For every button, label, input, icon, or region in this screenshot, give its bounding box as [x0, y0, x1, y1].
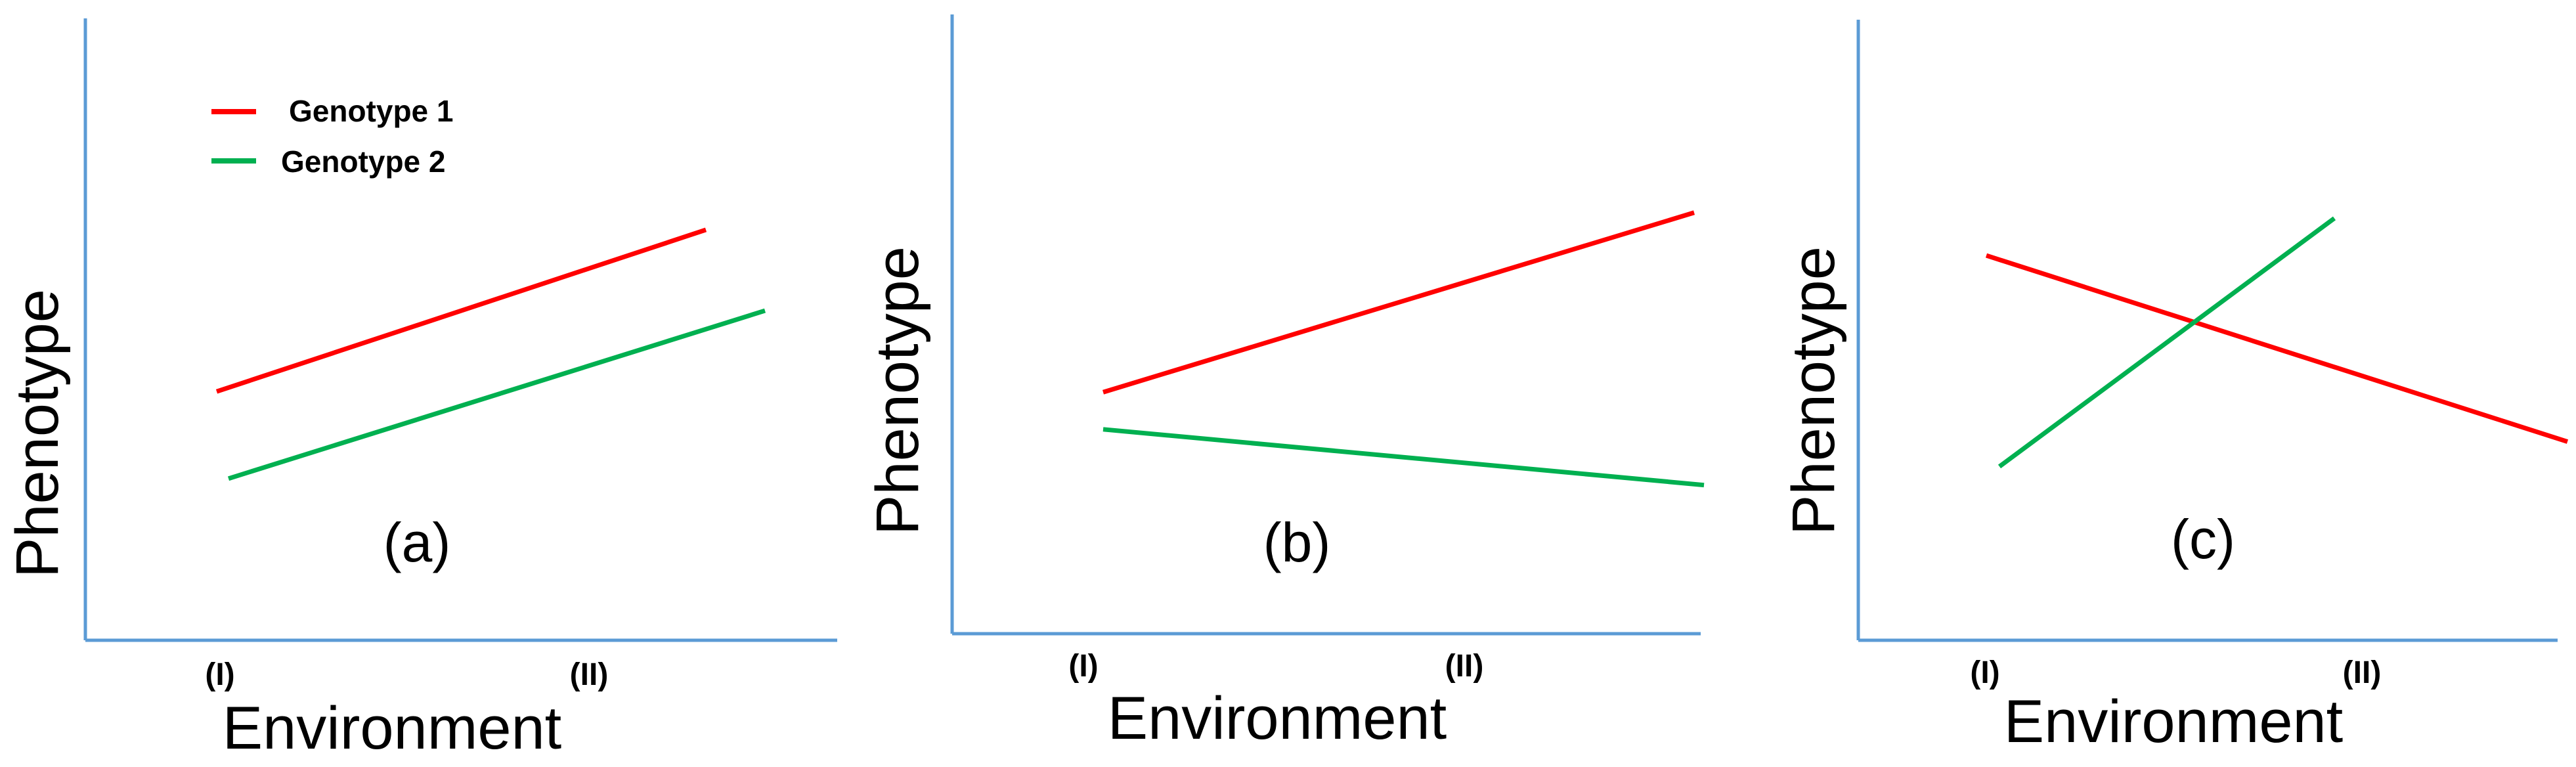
- x-axis-label: Environment: [223, 695, 561, 762]
- legend-label-genotype-2: Genotype 2: [281, 144, 446, 179]
- y-axis-label: Phenotype: [4, 289, 71, 578]
- y-axis-label: Phenotype: [1780, 246, 1847, 535]
- x-tick-label-1: (I): [1068, 649, 1098, 684]
- panel-label: (b): [1263, 512, 1331, 573]
- series-line-genotype-2: [227, 308, 766, 481]
- series-lines: [1102, 210, 1705, 488]
- panel-c: Phenotype Environment (I) (II) (c): [1780, 20, 2569, 755]
- panel-label: (c): [2171, 508, 2235, 570]
- x-axis-label: Environment: [1108, 685, 1447, 752]
- series-lines: [215, 227, 766, 481]
- x-tick-label-2: (II): [1445, 649, 1484, 684]
- series-line-genotype-2: [1997, 216, 2336, 469]
- x-axis-label: Environment: [2004, 688, 2343, 755]
- y-axis-label: Phenotype: [864, 246, 931, 535]
- series-line-genotype-1: [1102, 210, 1695, 395]
- legend: Genotype 1 Genotype 2: [211, 94, 454, 179]
- series-lines: [1985, 216, 2569, 469]
- x-tick-label-1: (I): [205, 657, 234, 692]
- panel-a: Phenotype Environment (I) (II) (a) Genot…: [4, 18, 837, 762]
- x-tick-label-1: (I): [1970, 655, 1999, 690]
- x-tick-label-2: (II): [2343, 655, 2382, 690]
- series-line-genotype-2: [1102, 427, 1705, 488]
- panel-label: (a): [383, 512, 451, 573]
- series-line-genotype-1: [1985, 253, 2569, 444]
- panel-b: Phenotype Environment (I) (II) (b): [864, 14, 1705, 752]
- x-tick-label-2: (II): [570, 657, 609, 692]
- legend-label-genotype-1: Genotype 1: [289, 94, 454, 128]
- series-line-genotype-1: [215, 227, 707, 394]
